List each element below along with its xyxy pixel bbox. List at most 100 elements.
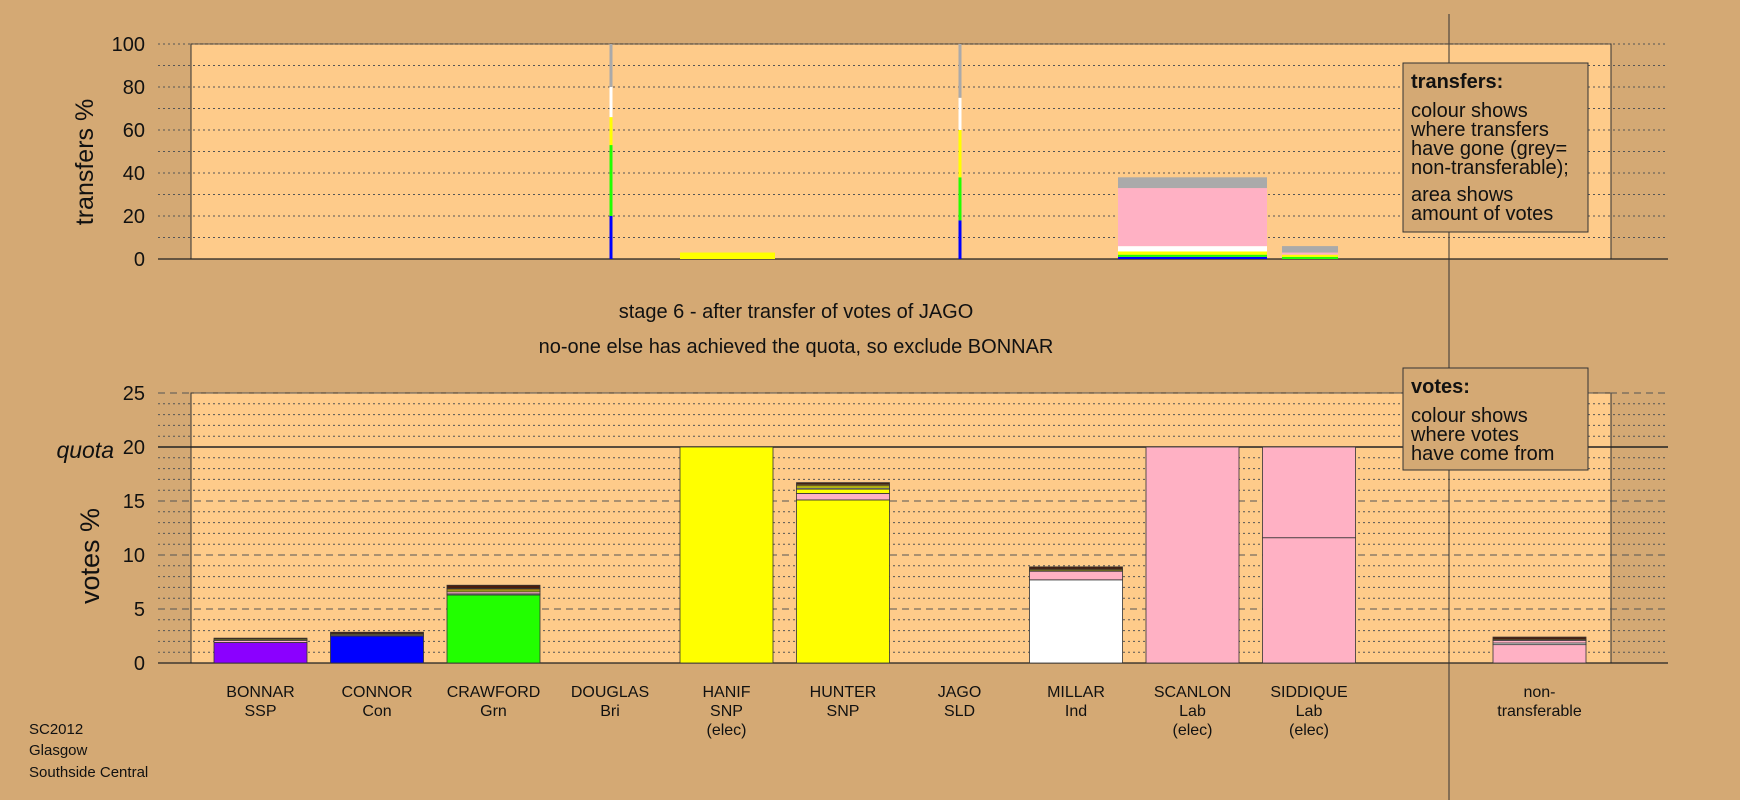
votes-y-tick-label: 5 [134, 599, 145, 621]
legend-box-line: colour shows [1411, 405, 1528, 427]
votes-y-tick-label: 15 [123, 491, 145, 513]
transfers-y-tick-label: 40 [123, 163, 145, 185]
stage-title: stage 6 - after transfer of votes of JAG… [619, 301, 974, 323]
votes-bars [213, 446, 1587, 664]
candidate-party-label: SNP [710, 703, 743, 720]
candidate-name-label: HANIF [703, 684, 751, 701]
candidate-name-label: non- [1523, 684, 1555, 701]
vote-bar-segment [1029, 566, 1123, 570]
transfer-area-segment [1118, 246, 1267, 252]
footer-line-3: Southside Central [29, 764, 148, 781]
candidate-name-label: SIDDIQUE [1270, 684, 1347, 701]
candidate-party-label: SSP [244, 703, 276, 720]
legend-box-line: have come from [1411, 443, 1554, 465]
vote-bar-segment [1029, 579, 1123, 664]
transfer-area-segment [1282, 254, 1338, 257]
transfers-bars [609, 44, 1338, 259]
vote-bar-segment [796, 499, 890, 664]
legend-box-line: where transfers [1410, 119, 1549, 141]
stage-subtitle: no-one else has achieved the quota, so e… [539, 336, 1054, 358]
transfers-y-tick-label: 80 [123, 77, 145, 99]
transfers-y-tick-label: 20 [123, 206, 145, 228]
vote-bar-segment [1145, 446, 1240, 664]
transfer-thin-segment [958, 44, 962, 98]
votes-y-tick-label: 10 [123, 545, 145, 567]
transfer-area-segment [1118, 256, 1267, 259]
legend-box-line: have gone (grey= [1411, 138, 1567, 160]
legend-box-frame [1402, 367, 1589, 471]
quota-label: quota [56, 437, 114, 463]
transfer-thin-segment [958, 130, 962, 178]
vote-bar-segment [796, 482, 890, 485]
vote-bar-segment [1029, 570, 1123, 581]
transfer-thin-segment [609, 145, 613, 216]
candidate-party-label: Bri [600, 703, 620, 720]
legend-box-line: area shows [1411, 184, 1513, 206]
transfer-area-segment [1118, 251, 1267, 255]
candidate-elected-label: (elec) [706, 722, 746, 739]
vote-bar-segment [1262, 446, 1356, 539]
candidate-labels: BONNAR SSP CONNOR Con CRAWFORD Grn DOUGLAS Bri H… [226, 684, 1582, 739]
candidate-name-label: MILLAR [1047, 684, 1105, 701]
votes-panel: 0 5 10 15 20 25 BONNAR SSP CONNOR Con CRAWFORD Grn… [56, 383, 1668, 739]
candidate-party-label: Grn [480, 703, 507, 720]
vote-bar-segment [330, 635, 424, 664]
transfer-area-segment [1118, 177, 1267, 189]
candidate-name-label: CONNOR [341, 684, 412, 701]
vote-bar-segment [679, 446, 774, 664]
transfers-y-ticks: 0 20 40 60 80 100 [112, 34, 145, 271]
transfer-thin-segment [609, 117, 613, 146]
votes-y-tick-label: 25 [123, 383, 145, 405]
legend-box-title: transfers: [1411, 71, 1503, 93]
candidate-name-label: SCANLON [1154, 684, 1231, 701]
candidate-party-label: SNP [827, 703, 860, 720]
legend-box-line: colour shows [1411, 100, 1528, 122]
footer-line-1: SC2012 [29, 721, 83, 738]
vote-bar-segment [213, 642, 308, 664]
transfer-area-segment [1282, 252, 1338, 255]
transfer-thin-segment [958, 220, 962, 259]
transfer-thin-segment [609, 216, 613, 259]
legend-box-title: votes: [1411, 376, 1470, 398]
vote-bar-segment [1262, 537, 1356, 664]
vote-bar-segment [1492, 639, 1587, 644]
legend-box-line: where votes [1410, 424, 1519, 446]
transfer-area-segment [1118, 188, 1267, 247]
transfer-area-segment [680, 252, 775, 259]
vote-bar-segment [796, 488, 890, 494]
transfer-thin-segment [958, 177, 962, 221]
votes-y-axis-label: votes % [75, 508, 105, 604]
candidate-elected-label: (elec) [1172, 722, 1212, 739]
transfers-y-tick-label: 60 [123, 120, 145, 142]
vote-bar-segment [796, 493, 890, 501]
transfer-area-segment [1282, 246, 1338, 253]
candidate-party-label: SLD [944, 703, 975, 720]
candidate-party-label: Con [362, 703, 391, 720]
candidate-party-label: transferable [1497, 703, 1582, 720]
footer-line-2: Glasgow [29, 742, 88, 759]
candidate-party-label: Lab [1179, 703, 1206, 720]
transfer-thin-segment [958, 97, 962, 130]
transfers-y-tick-label: 100 [112, 34, 145, 56]
votes-y-tick-label: 20 [123, 437, 145, 459]
transfer-thin-segment [609, 87, 613, 118]
legend-box-line: amount of votes [1411, 203, 1553, 225]
candidate-name-label: JAGO [938, 684, 982, 701]
vote-bar-segment [446, 594, 541, 664]
candidate-elected-label: (elec) [1289, 722, 1329, 739]
candidate-name-label: BONNAR [226, 684, 294, 701]
vote-bar-segment [1492, 636, 1587, 640]
vote-bar-segment [1492, 644, 1587, 664]
transfers-y-axis-label: transfers % [71, 99, 99, 225]
vote-bar-segment [446, 584, 541, 589]
votes-y-ticks: 0 5 10 15 20 25 [123, 383, 145, 675]
transfers-panel: 0 20 40 60 80 100 transfers % [71, 34, 1668, 271]
candidate-name-label: HUNTER [810, 684, 877, 701]
votes-plot-area [190, 392, 1612, 664]
votes-y-tick-label: 0 [134, 653, 145, 675]
candidate-name-label: DOUGLAS [571, 684, 649, 701]
vote-bar-segment [213, 637, 308, 640]
